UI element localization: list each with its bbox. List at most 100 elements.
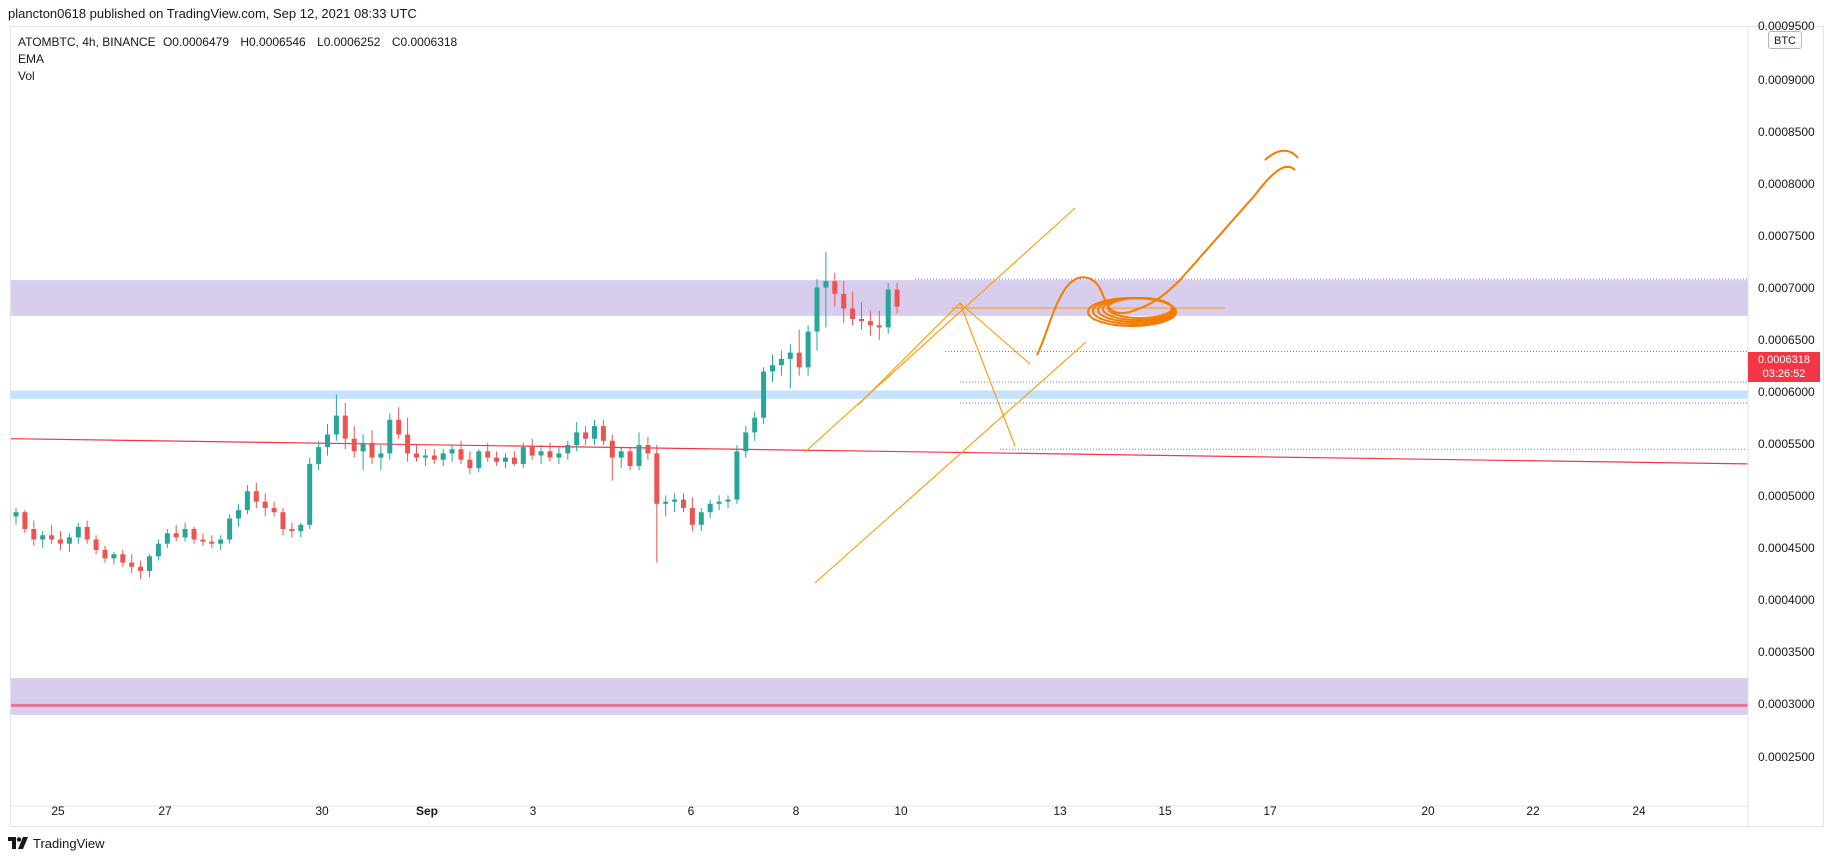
- candle-body[interactable]: [823, 281, 829, 288]
- orange-freehand-hook[interactable]: [1264, 149, 1299, 161]
- candle-body[interactable]: [663, 501, 669, 504]
- candle-body[interactable]: [511, 457, 517, 464]
- candle-body[interactable]: [414, 453, 419, 458]
- candle-body[interactable]: [147, 556, 152, 571]
- candle-body[interactable]: [298, 524, 304, 532]
- candle-body[interactable]: [173, 533, 179, 538]
- orange-drawing-line[interactable]: [959, 302, 1016, 447]
- candle-body[interactable]: [654, 453, 660, 504]
- candle-body[interactable]: [520, 447, 526, 464]
- candle-body[interactable]: [209, 541, 215, 544]
- candle-body[interactable]: [102, 550, 108, 559]
- candle-body[interactable]: [885, 289, 891, 328]
- candle-body[interactable]: [182, 529, 188, 538]
- candle-body[interactable]: [583, 432, 589, 439]
- candle-body[interactable]: [761, 371, 767, 418]
- candle-body[interactable]: [876, 325, 882, 328]
- candle-body[interactable]: [431, 455, 437, 460]
- candle-body[interactable]: [494, 457, 500, 462]
- candle-body[interactable]: [280, 512, 286, 529]
- candle-body[interactable]: [307, 463, 313, 525]
- candle-body[interactable]: [164, 533, 170, 544]
- candle-body[interactable]: [689, 508, 695, 525]
- candle-body[interactable]: [84, 526, 90, 540]
- candle-body[interactable]: [476, 451, 482, 469]
- candle-body[interactable]: [342, 415, 348, 439]
- chart-pane[interactable]: [10, 26, 1824, 827]
- candle-body[interactable]: [227, 518, 233, 540]
- candle-body[interactable]: [66, 537, 72, 544]
- candle-body[interactable]: [155, 543, 161, 557]
- candle-body[interactable]: [565, 445, 571, 454]
- candle-body[interactable]: [271, 508, 277, 513]
- orange-freehand-path[interactable]: [1036, 165, 1296, 356]
- candle-body[interactable]: [449, 449, 455, 454]
- candle-body[interactable]: [369, 442, 375, 458]
- candle-body[interactable]: [129, 562, 135, 567]
- candle-body[interactable]: [458, 449, 464, 460]
- candle-body[interactable]: [538, 451, 544, 456]
- candle-body[interactable]: [396, 419, 402, 435]
- candle-body[interactable]: [796, 352, 802, 368]
- candle-body[interactable]: [814, 287, 820, 332]
- candle-body[interactable]: [547, 451, 553, 458]
- orange-drawing-line[interactable]: [814, 341, 1087, 584]
- candle-body[interactable]: [405, 434, 411, 454]
- candle-body[interactable]: [770, 365, 775, 372]
- candle-body[interactable]: [31, 529, 37, 540]
- candle-body[interactable]: [859, 319, 864, 322]
- candle-body[interactable]: [645, 445, 651, 454]
- candle-body[interactable]: [325, 434, 330, 448]
- candle-body[interactable]: [618, 451, 624, 458]
- candle-body[interactable]: [351, 438, 357, 452]
- candle-body[interactable]: [13, 512, 19, 517]
- candle-body[interactable]: [529, 447, 535, 456]
- candle-body[interactable]: [698, 512, 704, 525]
- candle-body[interactable]: [191, 529, 197, 540]
- orange-drawing-line[interactable]: [804, 207, 1076, 453]
- candle-body[interactable]: [289, 529, 295, 532]
- candle-body[interactable]: [40, 535, 46, 540]
- candle-body[interactable]: [787, 352, 793, 359]
- orange-drawing-line[interactable]: [857, 302, 961, 406]
- candle-body[interactable]: [58, 539, 63, 544]
- candle-body[interactable]: [218, 539, 224, 544]
- candle-body[interactable]: [236, 510, 241, 519]
- candle-body[interactable]: [440, 453, 446, 460]
- candle-body[interactable]: [111, 554, 117, 559]
- candle-body[interactable]: [867, 321, 873, 326]
- candle-body[interactable]: [627, 451, 633, 466]
- candle-body[interactable]: [832, 281, 838, 294]
- indicator-ema[interactable]: EMA: [18, 52, 45, 66]
- candle-body[interactable]: [22, 512, 28, 529]
- candle-body[interactable]: [725, 499, 731, 502]
- candle-body[interactable]: [600, 426, 606, 441]
- candle-body[interactable]: [681, 499, 686, 508]
- candle-body[interactable]: [609, 440, 615, 458]
- candle-body[interactable]: [120, 554, 126, 563]
- candle-body[interactable]: [485, 451, 491, 458]
- candle-body[interactable]: [49, 535, 55, 540]
- symbol-label[interactable]: ATOMBTC, 4h, BINANCE: [18, 35, 156, 49]
- candle-body[interactable]: [467, 459, 473, 469]
- zone-rect[interactable]: [11, 678, 1748, 715]
- zone-rect[interactable]: [11, 390, 1748, 399]
- candle-body[interactable]: [574, 432, 580, 445]
- candle-body[interactable]: [850, 308, 856, 320]
- orange-drawing-line[interactable]: [959, 302, 1031, 365]
- candle-body[interactable]: [93, 539, 99, 551]
- candle-body[interactable]: [387, 419, 393, 454]
- candle-body[interactable]: [503, 457, 508, 462]
- currency-badge[interactable]: BTC: [1768, 31, 1802, 49]
- candle-body[interactable]: [707, 503, 713, 513]
- candle-body[interactable]: [360, 442, 366, 452]
- zone-rect[interactable]: [11, 280, 1748, 316]
- candle-body[interactable]: [200, 539, 206, 542]
- candle-body[interactable]: [894, 289, 900, 307]
- red-trendline[interactable]: [10, 438, 1749, 465]
- candle-body[interactable]: [556, 453, 562, 458]
- candle-body[interactable]: [716, 501, 722, 504]
- candle-body[interactable]: [734, 451, 740, 500]
- candle-body[interactable]: [253, 491, 259, 502]
